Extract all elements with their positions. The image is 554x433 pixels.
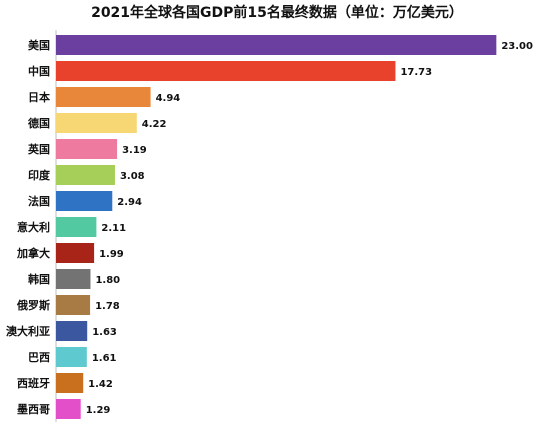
category-label: 德国: [27, 116, 50, 130]
category-label: 韩国: [28, 272, 50, 286]
category-label: 英国: [27, 142, 50, 156]
category-label: 美国: [28, 38, 50, 52]
category-label: 俄罗斯: [16, 298, 50, 312]
value-label: 1.29: [86, 405, 111, 416]
category-label: 澳大利亚: [6, 324, 50, 338]
category-label: 西班牙: [17, 376, 50, 390]
value-label: 2.94: [117, 197, 142, 208]
bar: [56, 113, 137, 133]
value-label: 3.19: [122, 145, 147, 156]
value-label: 1.61: [92, 353, 117, 364]
value-label: 3.08: [120, 171, 145, 182]
bar: [56, 87, 151, 107]
value-label: 1.63: [92, 327, 117, 338]
category-label: 印度: [28, 168, 51, 182]
bar: [56, 399, 81, 419]
value-label: 17.73: [400, 67, 432, 78]
value-label: 4.94: [156, 93, 181, 104]
value-label: 23.00: [501, 41, 533, 52]
value-label: 4.22: [142, 119, 167, 130]
value-label: 1.78: [95, 301, 120, 312]
bar: [56, 295, 91, 315]
chart-title: 2021年全球各国GDP前15名最终数据（单位：万亿美元）: [91, 5, 463, 21]
category-label: 巴西: [28, 351, 50, 364]
value-label: 1.42: [88, 379, 113, 390]
category-label: 中国: [28, 64, 50, 78]
value-label: 2.11: [101, 223, 126, 234]
bar: [56, 139, 118, 159]
bar: [56, 191, 113, 211]
category-label: 日本: [28, 90, 50, 104]
bar: [56, 321, 88, 341]
bar: [56, 243, 95, 263]
bar: [56, 373, 84, 393]
category-label: 墨西哥: [17, 403, 50, 416]
value-label: 1.99: [99, 249, 124, 260]
bar: [56, 165, 115, 185]
category-label: 意大利: [17, 220, 50, 234]
bar: [56, 217, 97, 237]
category-label: 法国: [28, 194, 50, 208]
bar: [56, 269, 91, 289]
bar: [56, 35, 497, 55]
category-label: 加拿大: [16, 246, 50, 260]
value-label: 1.80: [95, 275, 120, 286]
bar: [56, 61, 396, 81]
bar: [56, 347, 87, 367]
